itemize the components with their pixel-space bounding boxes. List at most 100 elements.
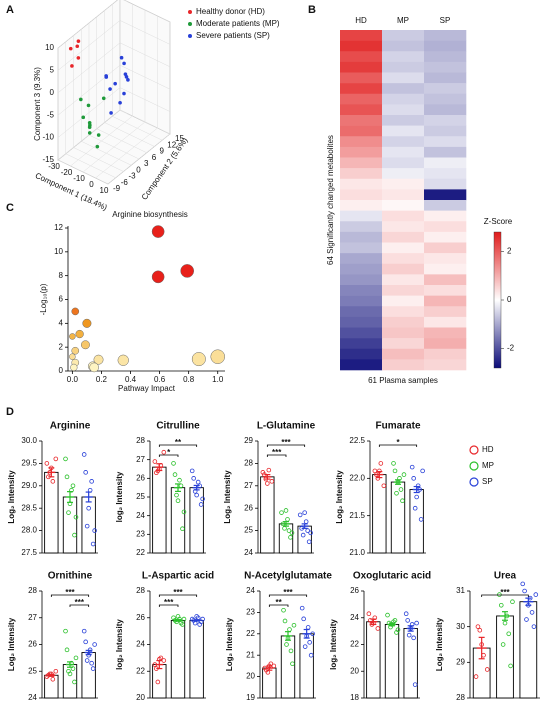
y-tick-label: 22.5	[349, 436, 365, 445]
data-point	[174, 492, 179, 498]
heat-cell	[340, 359, 383, 371]
y-tick-label: 21.0	[349, 548, 365, 557]
data-point	[531, 624, 537, 629]
data-point	[385, 612, 390, 618]
legend-label: Healthy donor (HD)	[196, 7, 265, 16]
heat-cell	[424, 316, 467, 328]
data-point	[44, 461, 50, 466]
heat-cell	[424, 359, 467, 371]
heat-cell	[340, 242, 383, 254]
data-point	[161, 658, 167, 663]
heat-cell	[424, 253, 467, 265]
grid-line	[57, 65, 121, 116]
data-point	[392, 618, 398, 623]
y-tick-label: 9	[160, 147, 165, 156]
heat-cell	[424, 61, 467, 73]
data-point	[197, 622, 202, 627]
y-axis-label: log₂ Intensity	[329, 619, 338, 670]
grid-line	[119, 109, 171, 135]
y-tick-label: 24	[28, 693, 37, 702]
z-axis-label: Component 3 (9.3%)	[33, 67, 42, 141]
data-point	[72, 532, 77, 538]
chart-title: Oxoglutaric acid	[353, 571, 431, 582]
grid-line	[57, 87, 121, 138]
heat-cell	[382, 285, 425, 296]
y-axis-label: log₂ Intensity	[115, 471, 124, 522]
data-point	[288, 535, 293, 540]
y-tick-label: -9	[113, 184, 121, 193]
grid-line	[57, 109, 121, 161]
significance-label: ***	[164, 598, 174, 607]
y-tick-label: 2	[59, 342, 64, 351]
significance-label: ***	[173, 588, 183, 597]
y-tick-label: 26	[28, 640, 37, 649]
significance-bracket	[266, 454, 287, 457]
point	[87, 131, 92, 135]
y-tick-label: 12	[167, 140, 176, 149]
y-tick-label: 22	[246, 629, 255, 638]
heat-cell	[340, 221, 383, 233]
y-tick-label: 28	[244, 459, 253, 468]
data-point	[375, 626, 381, 631]
data-point	[305, 625, 311, 630]
point	[87, 125, 92, 130]
heat-cell	[424, 242, 467, 254]
heat-cell	[382, 253, 425, 265]
heat-cell	[382, 338, 425, 350]
x-tick-label: -20	[61, 168, 73, 177]
heat-cell	[382, 40, 425, 52]
bubble	[71, 346, 80, 355]
chart-title: Citrulline	[156, 421, 200, 432]
heat-cell	[424, 30, 467, 41]
heat-cell	[424, 168, 467, 180]
heat-cell	[424, 285, 467, 296]
bubble	[180, 264, 195, 278]
legend-label: Moderate patients (MP)	[196, 19, 280, 28]
data-point	[90, 541, 96, 547]
data-point	[497, 592, 502, 597]
data-point	[72, 679, 77, 685]
point	[79, 97, 83, 102]
significance-bracket	[268, 604, 289, 607]
data-point	[175, 614, 181, 619]
heat-cell	[424, 104, 467, 116]
heat-cell	[424, 146, 467, 158]
heat-cell	[340, 51, 383, 63]
grid-line	[57, 159, 109, 185]
heat-cell	[424, 221, 467, 233]
bubble	[80, 340, 90, 350]
data-point	[412, 505, 418, 511]
chart-title: Arginine biosynthesis	[112, 210, 188, 219]
heat-cell	[340, 104, 383, 116]
data-point	[83, 639, 88, 645]
y-tick-label: 27	[136, 455, 145, 464]
y-tick-label: 31	[456, 586, 465, 595]
bar	[496, 615, 514, 699]
point	[124, 75, 129, 79]
legend-marker	[188, 22, 192, 26]
y-tick-label: 29.0	[21, 481, 37, 490]
point	[122, 91, 126, 96]
data-point	[90, 666, 96, 671]
data-point	[520, 581, 526, 587]
data-point	[195, 479, 201, 485]
significance-label: ***	[281, 438, 291, 447]
data-point	[420, 468, 425, 474]
data-point	[50, 676, 56, 682]
data-point	[284, 642, 289, 647]
data-point	[297, 512, 303, 518]
grid-line	[119, 20, 171, 45]
colorbar-label: Z-Score	[484, 217, 513, 226]
heat-cell	[424, 125, 467, 137]
y-axis-label: Log₂ Intensity	[7, 470, 16, 524]
column-label: MP	[397, 16, 409, 25]
grid-line	[57, 42, 121, 93]
heat-cell	[382, 348, 425, 360]
data-point	[285, 517, 290, 522]
z-tick-label: -5	[47, 110, 55, 119]
grid-line	[104, 122, 155, 147]
data-point	[392, 468, 398, 474]
data-point	[533, 592, 539, 597]
y-tick-label: 22	[136, 666, 145, 675]
data-point	[412, 682, 418, 687]
